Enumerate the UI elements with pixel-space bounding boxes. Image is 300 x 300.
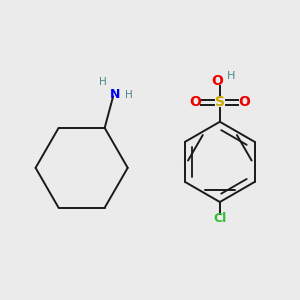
Text: Cl: Cl (213, 212, 226, 225)
Text: S: S (215, 95, 225, 110)
Text: H: H (227, 71, 235, 81)
Text: O: O (190, 95, 201, 110)
Text: H: H (125, 90, 133, 100)
Text: N: N (110, 88, 120, 101)
Text: H: H (100, 77, 107, 87)
Text: O: O (238, 95, 250, 110)
Text: O: O (212, 74, 224, 88)
